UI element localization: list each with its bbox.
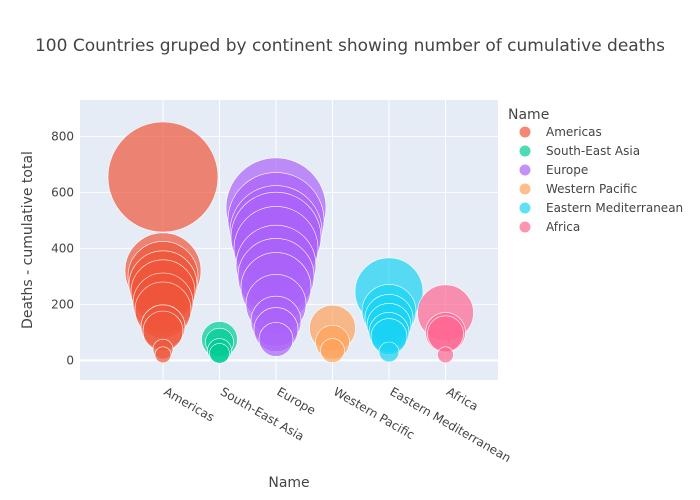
x-tick-label: Americas xyxy=(162,384,217,424)
bubble-point xyxy=(107,121,219,233)
legend-label: Eastern Mediterranean xyxy=(546,201,683,215)
bubble-point xyxy=(209,343,230,364)
legend-marker xyxy=(519,202,531,214)
legend-label: Western Pacific xyxy=(546,182,637,196)
legend-marker xyxy=(519,126,531,138)
y-tick-label: 400 xyxy=(51,241,74,255)
legend-marker xyxy=(519,221,531,233)
chart-title: 100 Countries gruped by continent showin… xyxy=(35,36,665,56)
bubble-point xyxy=(154,346,172,364)
legend-marker xyxy=(519,145,531,157)
y-axis-ticks: 0 200 400 600 800 xyxy=(51,129,74,367)
bubble-point xyxy=(427,315,464,353)
legend-label: Africa xyxy=(546,220,580,234)
bubble-point xyxy=(258,322,294,357)
bubble-point xyxy=(437,346,454,364)
legend-marker xyxy=(519,183,531,195)
legend-label: South-East Asia xyxy=(546,144,640,158)
bubbles-layer xyxy=(107,121,474,364)
legend-title: Name xyxy=(508,107,549,123)
bubble-point xyxy=(320,338,345,363)
legend-label: Americas xyxy=(546,125,602,139)
y-tick-label: 200 xyxy=(51,297,74,311)
y-axis-title: Deaths - cumulative total xyxy=(20,151,36,329)
x-axis-title: Name xyxy=(268,475,309,491)
legend: Name Americas South-East Asia Europe Wester… xyxy=(508,107,683,234)
x-tick-label: Africa xyxy=(444,384,481,413)
bubble-point xyxy=(378,341,400,363)
legend-marker xyxy=(519,164,531,176)
y-tick-label: 800 xyxy=(51,129,74,143)
y-tick-label: 600 xyxy=(51,185,74,199)
legend-label: Europe xyxy=(546,163,588,177)
y-tick-label: 0 xyxy=(66,353,74,367)
x-tick-label: Europe xyxy=(275,384,319,417)
